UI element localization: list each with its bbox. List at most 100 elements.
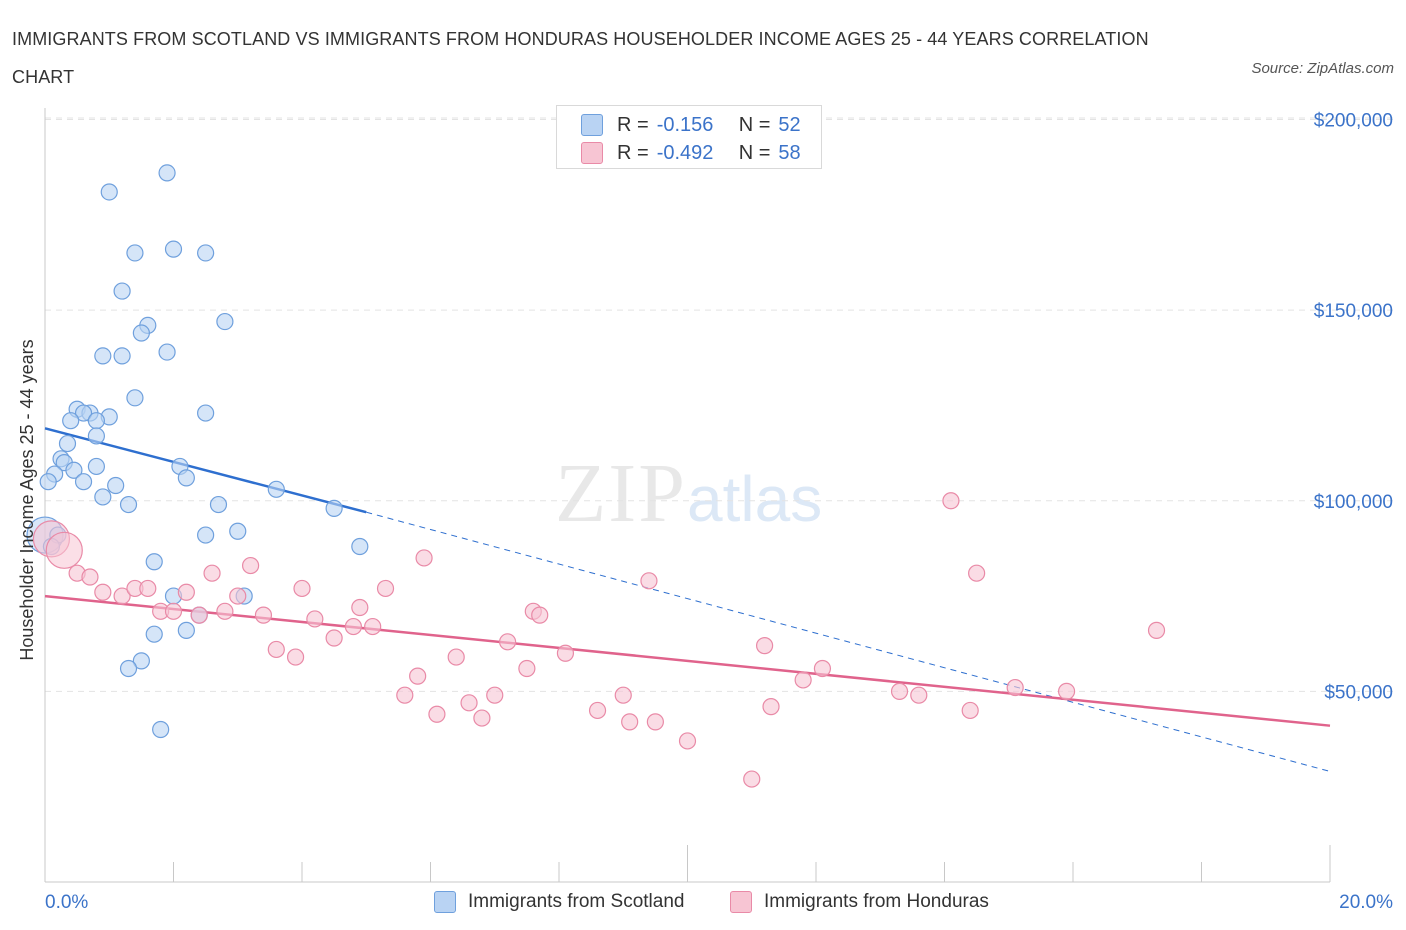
data-points	[26, 164, 1166, 788]
data-point	[1147, 621, 1166, 639]
data-point	[428, 705, 446, 723]
data-point	[197, 526, 215, 544]
data-point	[164, 602, 183, 620]
data-point	[254, 606, 273, 624]
data-point	[794, 671, 812, 689]
data-point	[197, 244, 215, 262]
chart-title: IMMIGRANTS FROM SCOTLAND VS IMMIGRANTS F…	[12, 29, 1149, 87]
data-point	[518, 659, 536, 678]
data-point	[113, 347, 131, 365]
data-point	[447, 648, 465, 666]
data-point	[415, 549, 433, 567]
data-point	[961, 701, 979, 720]
data-point	[621, 713, 639, 731]
data-point	[132, 652, 150, 670]
data-point	[45, 531, 83, 569]
data-point	[177, 583, 195, 601]
y-tick-label: $200,000	[1314, 111, 1393, 132]
data-point	[473, 709, 491, 727]
data-point	[968, 564, 986, 582]
data-point	[755, 637, 774, 655]
data-point	[177, 469, 195, 487]
series-scotland	[26, 164, 369, 739]
legend-swatch-honduras	[581, 142, 603, 164]
data-point	[74, 473, 93, 491]
data-point	[190, 606, 208, 624]
data-point	[209, 495, 228, 514]
data-point	[556, 644, 575, 662]
data-point	[119, 659, 138, 678]
data-point	[119, 495, 138, 514]
data-point	[344, 617, 362, 636]
legend-row-scotland: R = -0.156 N = 52	[581, 112, 801, 138]
axes	[44, 108, 1331, 883]
data-point	[94, 347, 112, 365]
data-point	[267, 480, 285, 498]
n-value: 52	[778, 113, 801, 136]
data-point	[1006, 678, 1024, 697]
y-tick-label: $50,000	[1324, 682, 1393, 703]
data-point	[94, 488, 112, 506]
legend-swatch-honduras	[730, 891, 752, 913]
legend-item-scotland[interactable]: Immigrants from Scotland	[434, 889, 684, 915]
data-point	[640, 572, 658, 590]
y-tick-label: $150,000	[1314, 301, 1393, 322]
data-point	[65, 461, 83, 479]
n-label: N =	[738, 113, 771, 136]
data-point	[39, 473, 57, 491]
x-tick-label: 20.0%	[1339, 892, 1393, 913]
data-point	[293, 579, 311, 598]
data-point	[325, 629, 343, 647]
data-point	[126, 389, 144, 407]
data-point	[376, 579, 395, 598]
data-point	[942, 492, 960, 510]
data-point	[306, 610, 324, 628]
r-value: -0.492	[656, 141, 714, 164]
n-value: 58	[778, 141, 801, 164]
data-point	[325, 499, 343, 517]
data-point	[242, 556, 260, 575]
legend-label-honduras: Immigrants from Honduras	[764, 891, 989, 912]
data-point	[286, 648, 305, 666]
series-honduras	[32, 492, 1166, 788]
data-point	[145, 553, 163, 571]
data-point	[486, 686, 504, 704]
data-point	[229, 522, 247, 540]
watermark-atlas: atlas	[687, 463, 823, 535]
watermark: ZIPatlas	[555, 445, 822, 542]
r-label: R =	[617, 113, 649, 136]
legend-swatch-scotland	[581, 114, 603, 136]
n-label: N =	[738, 141, 771, 164]
data-point	[351, 598, 369, 617]
legend-item-honduras[interactable]: Immigrants from Honduras	[730, 889, 989, 915]
watermark-zip: ZIP	[555, 447, 687, 540]
y-tick-label: $100,000	[1314, 492, 1393, 513]
correlation-legend: R = -0.156 N = 52 R = -0.492 N = 58	[556, 105, 822, 169]
data-point	[100, 183, 118, 201]
data-point	[743, 770, 761, 788]
x-tick-label: 0.0%	[45, 892, 88, 913]
data-point	[216, 602, 234, 620]
data-point	[107, 476, 125, 495]
tick-labels: $200,000 $150,000 $100,000 $50,000 0.0% 20.0%	[45, 111, 1393, 913]
data-point	[158, 343, 176, 361]
data-point	[762, 698, 780, 716]
y-axis-title: Householder Income Ages 25 - 44 years	[17, 339, 37, 660]
data-point	[229, 587, 247, 605]
data-point	[460, 694, 478, 712]
data-point	[1057, 682, 1076, 700]
data-point	[145, 625, 163, 643]
data-point	[351, 537, 369, 556]
legend-row-honduras: R = -0.492 N = 58	[581, 140, 801, 166]
data-point	[58, 434, 77, 453]
data-point	[499, 633, 517, 651]
data-point	[132, 324, 150, 342]
data-point	[87, 427, 106, 445]
legend-swatch-scotland	[434, 891, 456, 913]
chart-source: Source: ZipAtlas.com	[1251, 60, 1394, 77]
legend-label-scotland: Immigrants from Scotland	[468, 891, 685, 912]
data-point	[216, 312, 234, 331]
data-point	[588, 701, 607, 720]
data-point	[177, 621, 195, 639]
